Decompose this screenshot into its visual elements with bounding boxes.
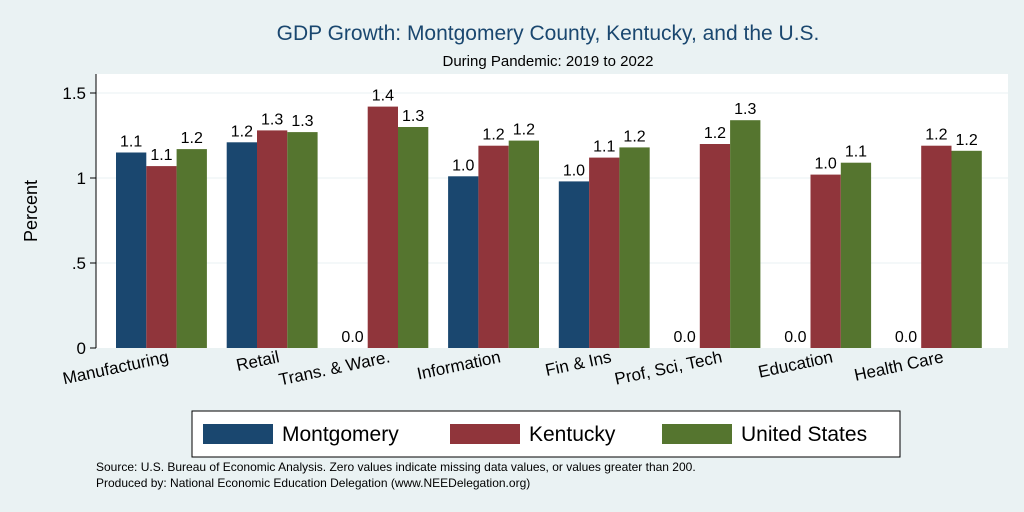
bar-value-label: 0.0 [341,329,363,346]
x-category-label: Information [415,347,502,383]
bar-value-label: 1.2 [482,127,504,144]
bar-value-label: 1.0 [815,156,837,173]
bar-value-label: 1.2 [513,122,535,139]
produced-by-note: Produced by: National Economic Education… [96,476,530,490]
bar [558,181,590,348]
bar [116,152,147,348]
bar-value-label: 0.0 [674,329,696,346]
legend-box [191,410,901,458]
bar-value-label: 1.1 [150,147,172,164]
source-note: Source: U.S. Bureau of Economic Analysis… [96,460,696,474]
legend: Montgomery Kentucky United States [191,410,901,458]
bar-value-label: 1.0 [452,157,474,174]
bar-value-label: 0.0 [784,329,806,346]
x-category-label: Fin & Ins [544,347,614,380]
legend-swatch [203,424,273,444]
bar [619,147,650,348]
x-category-label: Health Care [852,347,945,384]
y-axis-label: Percent [21,180,41,242]
legend-swatch [450,424,520,444]
bar-value-label: 0.0 [895,329,917,346]
legend-label: Kentucky [529,423,616,446]
bar [840,162,872,348]
bar-value-label: 1.3 [261,111,283,128]
bar-value-label: 1.2 [231,123,253,140]
bar [448,176,479,348]
bar [478,145,509,348]
x-category-label: Prof, Sci, Tech [613,347,724,388]
x-category-label: Education [757,347,835,381]
bar-value-label: 1.4 [372,88,394,105]
legend-label: Montgomery [282,423,399,446]
bar [508,140,539,348]
bar [921,145,952,348]
y-tick-label: .5 [72,254,86,273]
x-category-label: Retail [235,347,281,375]
x-category-label: Trans. & Ware. [277,347,392,389]
legend-label: United States [741,423,867,446]
y-axis: 0 .5 1 1.5 [62,74,97,358]
bar [589,157,620,348]
bar [226,142,257,348]
bar [810,174,841,348]
bar [176,149,207,348]
bar-value-label: 1.3 [402,108,424,125]
bar-value-label: 1.2 [181,130,203,147]
bar [367,106,398,348]
bar [146,166,177,348]
y-tick-label: 1 [77,169,86,188]
bar [951,150,982,348]
bar-value-label: 1.2 [623,128,645,145]
bars [116,106,982,348]
y-tick-label: 0 [77,339,86,358]
legend-swatch [662,424,732,444]
bar-value-label: 1.1 [593,139,615,156]
bar-value-label: 1.1 [845,144,867,161]
bar [730,120,761,348]
bar-value-label: 1.0 [563,162,585,179]
bar [257,130,288,348]
bar [398,127,429,348]
bar-value-label: 1.2 [925,127,947,144]
bar [287,132,318,348]
value-labels: 1.1 1.1 1.2 1.2 1.3 1.3 0.0 1.4 1.3 1.0 1.2 1.2 1.0 1… [120,88,978,346]
bar-value-label: 1.2 [956,132,978,149]
bar-value-label: 1.3 [734,101,756,118]
chart-title: GDP Growth: Montgomery County, Kentucky,… [277,22,820,45]
bar [699,144,731,348]
bar-value-label: 1.3 [291,113,313,130]
bar-value-label: 1.2 [704,125,726,142]
bar-value-label: 1.1 [120,134,142,151]
chart-subtitle: During Pandemic: 2019 to 2022 [443,53,654,70]
y-tick-label: 1.5 [62,84,86,103]
